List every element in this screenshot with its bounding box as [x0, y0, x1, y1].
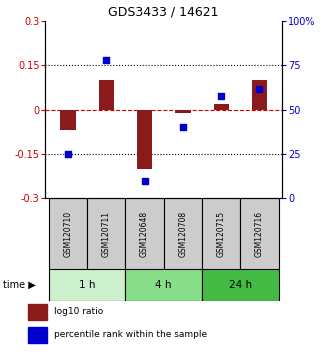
- Text: 4 h: 4 h: [155, 280, 172, 290]
- Bar: [202, 198, 240, 269]
- Text: GSM120710: GSM120710: [64, 211, 73, 257]
- Bar: [252, 80, 267, 110]
- Bar: [213, 104, 229, 110]
- Text: GSM120711: GSM120711: [102, 211, 111, 257]
- Text: 1 h: 1 h: [79, 280, 95, 290]
- Bar: [175, 110, 191, 113]
- Bar: [126, 269, 202, 301]
- Text: GSM120715: GSM120715: [217, 211, 226, 257]
- Bar: [28, 304, 47, 320]
- Text: GSM120716: GSM120716: [255, 211, 264, 257]
- Title: GDS3433 / 14621: GDS3433 / 14621: [108, 6, 219, 19]
- Bar: [137, 110, 152, 169]
- Bar: [164, 198, 202, 269]
- Point: [104, 57, 109, 63]
- Bar: [60, 110, 75, 130]
- Bar: [49, 198, 87, 269]
- Point: [219, 93, 224, 98]
- Text: log10 ratio: log10 ratio: [54, 307, 103, 316]
- Text: 24 h: 24 h: [229, 280, 252, 290]
- Text: GSM120648: GSM120648: [140, 211, 149, 257]
- Bar: [99, 80, 114, 110]
- Point: [65, 151, 71, 157]
- Bar: [87, 198, 126, 269]
- Text: time ▶: time ▶: [3, 280, 36, 290]
- Bar: [126, 198, 164, 269]
- Text: percentile rank within the sample: percentile rank within the sample: [54, 330, 207, 339]
- Bar: [202, 269, 279, 301]
- Point: [180, 125, 186, 130]
- Point: [257, 86, 262, 91]
- Point: [142, 178, 147, 183]
- Text: GSM120708: GSM120708: [178, 211, 187, 257]
- Bar: [240, 198, 279, 269]
- Bar: [49, 269, 126, 301]
- Bar: [28, 327, 47, 343]
